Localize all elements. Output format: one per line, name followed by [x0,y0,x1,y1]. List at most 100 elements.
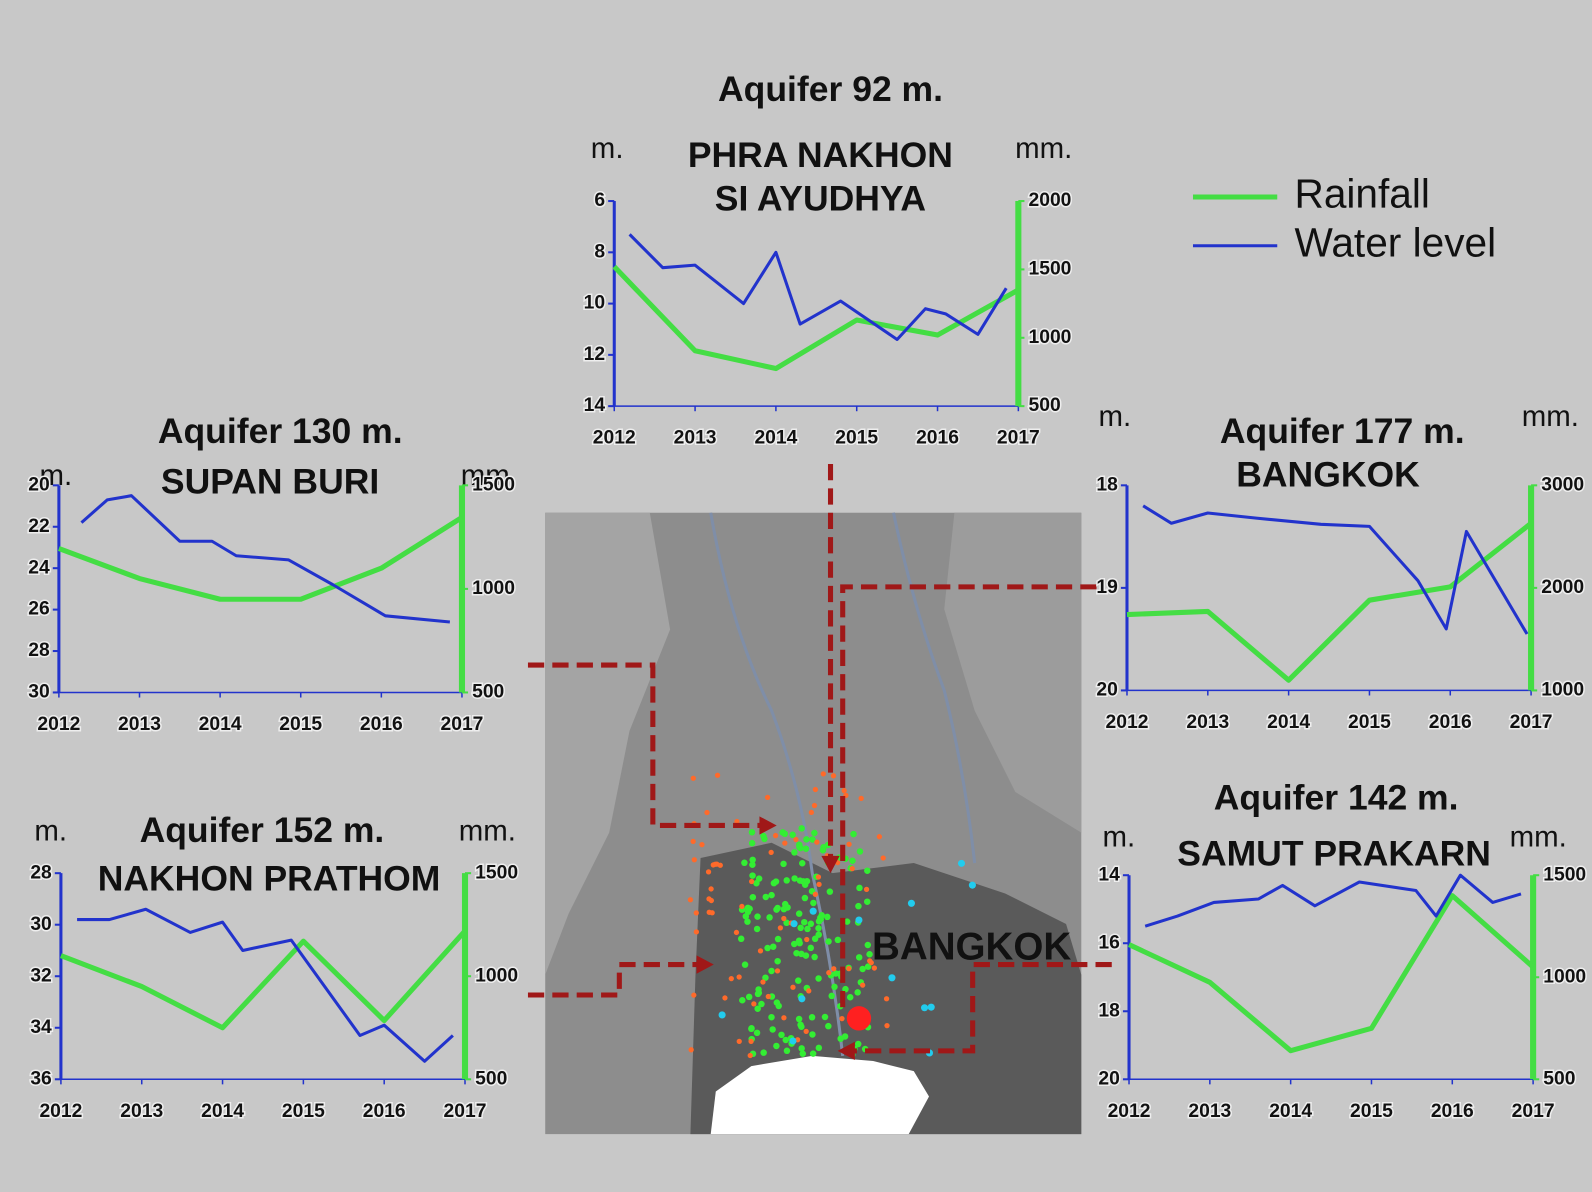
map-dot [847,994,853,1000]
map-dot [768,968,774,974]
y2-tick-label: 500 [1029,395,1061,416]
map-dot [734,930,739,935]
x-tick-label: 2017 [441,714,484,735]
y-axis-label: m. [591,132,624,165]
map-dot [801,919,807,925]
map-dot [813,892,818,897]
map-dot [864,898,870,904]
map-dot [815,975,821,981]
y2-tick-label: 1500 [1543,864,1586,885]
map-dot [825,1023,831,1029]
legend-label: Rainfall [1295,171,1430,217]
x-tick-label: 2015 [1348,712,1391,733]
y-tick-label: 8 [594,241,605,262]
map-dot [831,773,836,778]
x-tick-label: 2015 [282,1101,325,1122]
y-tick-label: 20 [1098,1068,1119,1089]
x-tick-label: 2013 [1188,1101,1231,1122]
map-dot [825,938,831,944]
map-dot [766,994,771,999]
y-tick-label: 30 [30,914,51,935]
map-dot [699,842,704,847]
x-tick-label: 2012 [1108,1101,1151,1122]
map-dot [928,1004,935,1011]
map-dot [774,999,780,1005]
x-tick-label: 2012 [593,428,636,449]
map-dot [750,894,756,900]
chart-subtitle: PHRA NAKHON [688,135,953,175]
y2-tick-label: 2000 [1541,577,1584,598]
map-dot [864,887,869,892]
map-dot [856,885,862,891]
map-dot [837,1035,843,1041]
map-dot [791,875,797,881]
y2-tick-label: 1500 [475,862,518,883]
map-dot [827,888,833,894]
y2-tick-label: 1000 [472,578,515,599]
y-tick-label: 36 [30,1068,52,1089]
map-dot [831,966,836,971]
chart-title: Aquifer 130 m. [158,411,403,451]
map-dot [774,958,780,964]
map-dot [754,913,760,919]
map-dot [707,910,712,915]
map-dot [828,993,834,999]
map-dot [811,954,817,960]
map-dot [764,945,770,951]
map-dot [737,1039,742,1044]
figure: BANGKOK RainfallWater level Aquifer 92 m… [0,0,1592,1192]
map-dot [768,1014,774,1020]
map-dot [782,840,787,845]
map-dot [692,857,697,862]
map-dot [808,945,814,951]
map: BANGKOK [528,464,1112,1134]
map-dot [810,908,817,915]
map-dot [850,866,855,871]
map-dot [755,986,761,992]
map-dot [760,833,766,839]
map-dot [815,925,821,931]
y-tick-label: 28 [28,640,50,661]
map-dot [760,1049,766,1055]
map-dot [741,860,747,866]
map-dot [859,796,864,801]
map-dot [749,857,755,863]
map-dot [958,860,965,867]
y-tick-label: 14 [1098,864,1120,885]
map-dot [824,914,830,920]
map-dot [809,1031,815,1037]
map-dot [884,996,889,1001]
map-dot [771,880,777,886]
map-dot [864,867,870,873]
map-dot [691,993,696,998]
map-dot [793,837,798,842]
map-dot [908,900,915,907]
map-dot [822,1014,828,1020]
chart-subtitle: NAKHON PRATHOM [98,859,441,899]
map-dot [754,926,760,932]
map-dot [820,847,826,853]
map-dot [774,905,780,911]
x-tick-label: 2016 [360,714,403,735]
map-dot [815,931,821,937]
map-dot [722,995,727,1000]
map-dot [813,787,818,792]
chart-title: Aquifer 177 m. [1220,411,1465,451]
map-dot [831,984,837,990]
map-dot [778,925,783,930]
map-dot [795,977,801,983]
y-tick-label: 22 [28,516,49,537]
map-dot [737,974,742,979]
map-dot [855,1041,861,1047]
map-dot [751,1001,756,1006]
y-tick-label: 18 [1098,1000,1120,1021]
map-dot [746,994,752,1000]
map-dot [766,914,772,920]
x-tick-label: 2013 [1186,712,1229,733]
map-dot [781,916,786,921]
map-dot [780,861,786,867]
map-dot [860,983,865,988]
map-dot [802,895,808,901]
y-tick-label: 10 [584,293,605,314]
map-dot [826,970,831,975]
